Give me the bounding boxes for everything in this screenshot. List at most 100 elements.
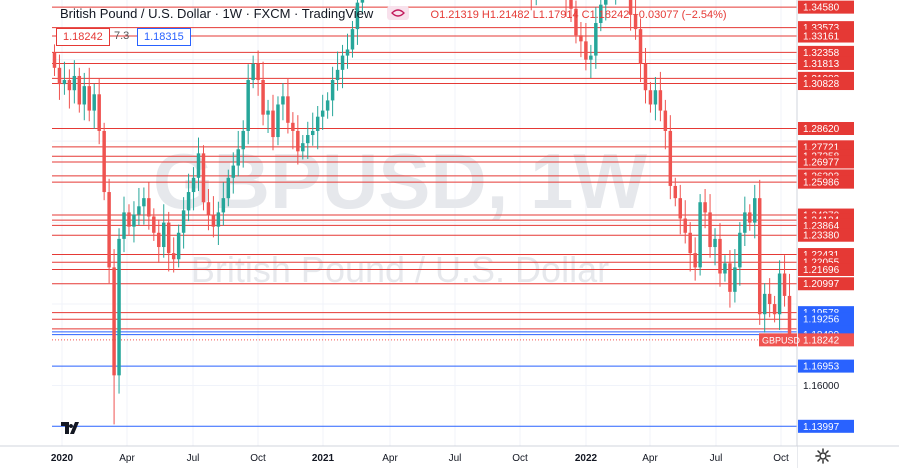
candle-body bbox=[142, 198, 146, 207]
price-label-box bbox=[798, 122, 854, 136]
time-tick-label: Oct bbox=[773, 453, 789, 464]
buy-price-box[interactable]: 1.18315 bbox=[137, 28, 191, 46]
candle-body bbox=[628, 0, 633, 15]
price-tick-label: 1.23380 bbox=[803, 231, 840, 242]
candle-body bbox=[599, 4, 603, 24]
candle-body bbox=[122, 212, 126, 239]
time-tick-label: Jul bbox=[187, 453, 200, 464]
candle-body bbox=[291, 122, 295, 131]
price-tick-label: 1.28620 bbox=[803, 124, 840, 135]
candle-body bbox=[345, 49, 350, 56]
watermark-symbol: GBPUSD, 1W bbox=[153, 137, 647, 225]
price-tick-label: 1.13997 bbox=[803, 422, 840, 433]
price-tick-label: 1.31813 bbox=[803, 59, 840, 70]
candle-body bbox=[594, 23, 598, 56]
candle-body bbox=[777, 273, 782, 315]
settings-gear-icon[interactable] bbox=[815, 448, 831, 468]
candle-body bbox=[713, 238, 717, 248]
price-tick-label: 1.32358 bbox=[803, 48, 840, 59]
candle-body bbox=[171, 253, 176, 260]
candle-body bbox=[584, 41, 588, 60]
candle-body bbox=[678, 198, 682, 219]
candle-body bbox=[589, 55, 593, 60]
price-tick-label: 1.33161 bbox=[803, 32, 840, 43]
candle-body bbox=[211, 214, 216, 227]
candle-body bbox=[77, 75, 82, 105]
candle-body bbox=[335, 69, 340, 81]
watermark: GBPUSD, 1W British Pound / U.S. Dollar bbox=[153, 137, 647, 290]
candle-body bbox=[673, 185, 678, 199]
price-label-box bbox=[798, 218, 854, 232]
price-tick-label: 1.30828 bbox=[803, 79, 840, 90]
candle-body bbox=[658, 90, 663, 111]
candle-body bbox=[767, 293, 772, 305]
candle-body bbox=[738, 232, 742, 268]
tradingview-logo-icon[interactable] bbox=[60, 420, 82, 441]
time-tick-label: 2021 bbox=[312, 453, 335, 464]
candle-body bbox=[579, 35, 583, 42]
last-price-box bbox=[798, 333, 854, 347]
candle-body bbox=[266, 110, 270, 115]
candle-body bbox=[162, 222, 166, 248]
candle-body bbox=[698, 202, 702, 268]
symbol-tag-box bbox=[759, 333, 797, 347]
candle-body bbox=[688, 232, 692, 254]
candle-body bbox=[311, 130, 315, 136]
candle-body bbox=[668, 130, 673, 186]
candle-body bbox=[147, 198, 151, 217]
candle-body bbox=[301, 143, 305, 152]
candle-body bbox=[216, 212, 221, 227]
candle-body bbox=[683, 218, 687, 233]
candle-body bbox=[201, 153, 206, 203]
price-tick-label: 1.20997 bbox=[803, 279, 840, 290]
eye-icon[interactable] bbox=[386, 6, 409, 23]
candle-body bbox=[57, 67, 62, 85]
price-label-box bbox=[798, 29, 854, 43]
candle-body bbox=[315, 116, 320, 131]
candle-body bbox=[132, 214, 136, 227]
candle-body bbox=[748, 212, 752, 223]
price-tick-label: 1.16000 bbox=[803, 381, 840, 392]
candle-body bbox=[638, 29, 643, 64]
price-tick-label: 1.21696 bbox=[803, 265, 840, 276]
candle-body bbox=[191, 177, 196, 193]
candle-body bbox=[176, 232, 181, 260]
candle-body bbox=[221, 198, 226, 213]
candle-body bbox=[633, 14, 638, 30]
candle-body bbox=[137, 206, 141, 215]
candle-body bbox=[286, 96, 290, 123]
price-tick-label: 1.25986 bbox=[803, 178, 840, 189]
chart-header: British Pound / U.S. Dollar · 1W · FXCM … bbox=[60, 6, 727, 23]
time-axis: 2020 Apr Jul Oct 2021 Apr Jul Oct 2022 Apr Jul Oct bbox=[0, 445, 899, 468]
level-lines bbox=[52, 6, 797, 427]
candle-body bbox=[569, 0, 573, 9]
time-tick-label: Jul bbox=[710, 453, 723, 464]
price-label-box bbox=[798, 359, 854, 373]
time-tick-label: Oct bbox=[512, 453, 528, 464]
candle-body bbox=[261, 80, 265, 115]
candle-body bbox=[753, 198, 757, 223]
candle-body bbox=[648, 90, 653, 105]
price-tick-label: 1.33573 bbox=[803, 23, 840, 34]
time-tick-label: 2022 bbox=[575, 453, 598, 464]
candle-body bbox=[206, 202, 211, 215]
candle-body bbox=[166, 222, 171, 254]
candle-body bbox=[643, 63, 648, 91]
grid bbox=[52, 0, 797, 446]
price-label-box bbox=[798, 0, 854, 14]
candle-body bbox=[762, 293, 767, 315]
candle-body bbox=[92, 94, 96, 111]
candle-body bbox=[196, 153, 201, 178]
sell-price-box[interactable]: 1.18242 bbox=[56, 28, 110, 46]
price-tick-label: 1.19256 bbox=[803, 315, 840, 326]
candle-body bbox=[256, 63, 260, 81]
candle-body bbox=[72, 75, 77, 91]
candle-body bbox=[325, 100, 330, 111]
candle-body bbox=[82, 86, 87, 105]
price-label-box bbox=[798, 228, 854, 242]
time-tick-label: Apr bbox=[642, 453, 658, 464]
candle-body bbox=[360, 0, 365, 3]
candle-body bbox=[236, 149, 240, 166]
candle-body bbox=[340, 55, 345, 70]
